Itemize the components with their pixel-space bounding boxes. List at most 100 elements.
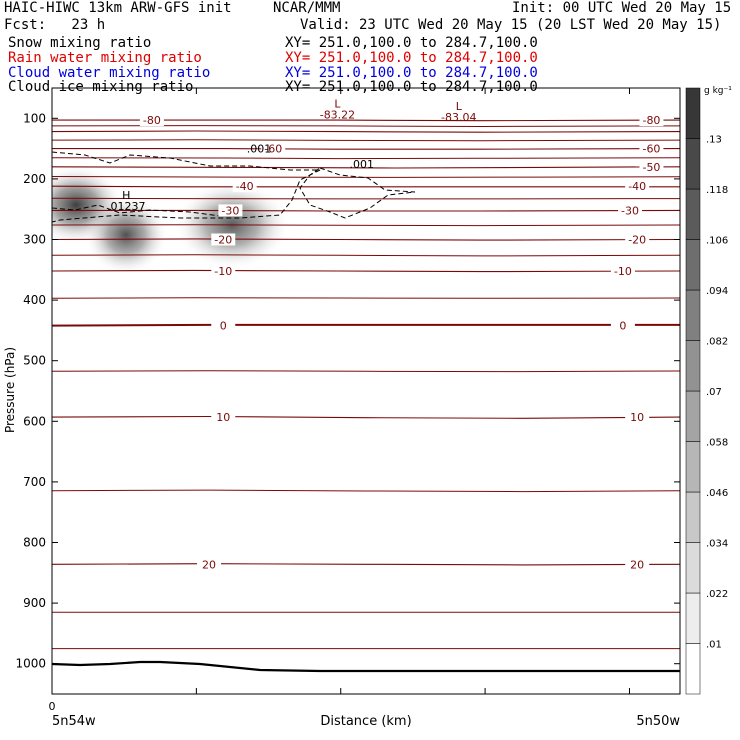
- contour-label-bg: [639, 114, 664, 127]
- contour-label-bg: [197, 558, 221, 571]
- y-tick-label: 200: [23, 172, 46, 186]
- contour-label-bg: [211, 265, 236, 278]
- contour-label: -60: [264, 143, 282, 156]
- field-xy-rain: XY= 251.0,100.0 to 284.7,100.0: [285, 50, 538, 66]
- x-end-label-left: 5n54w: [52, 714, 96, 729]
- contour-label: -30: [621, 204, 639, 217]
- isotherm--10: [52, 269, 680, 273]
- y-tick-label: 800: [23, 536, 46, 550]
- y-tick-label: 1000: [15, 657, 46, 671]
- field-xy-cloud-water: XY= 251.0,100.0 to 284.7,100.0: [285, 65, 538, 81]
- contour-label-bg: [261, 142, 286, 155]
- y-tick-label: 400: [23, 293, 46, 307]
- y-tick-label: 600: [23, 414, 46, 428]
- isotherm-minor: [52, 224, 680, 227]
- colorbar-segment: [685, 138, 701, 190]
- contour-label-bg: [211, 319, 236, 332]
- colorbar-segment: [685, 542, 701, 594]
- contour-label-bg: [610, 319, 635, 332]
- colorbar-segment: [685, 441, 701, 493]
- extremum-mark: L: [334, 97, 341, 110]
- colorbar-segment: [685, 188, 701, 240]
- ice-contour-inner: [51, 204, 221, 217]
- cloud-ice-contour: [51, 151, 321, 223]
- contour-label: -80: [642, 114, 660, 127]
- plot-frame: [51, 87, 681, 695]
- x-end-label-right: 5n50w: [636, 714, 680, 729]
- header-init-time: Init: 00 UTC Wed 20 May 15: [512, 0, 732, 16]
- contour-label-bg: [211, 233, 236, 246]
- field-xy-snow: XY= 251.0,100.0 to 284.7,100.0: [285, 35, 538, 51]
- contour-label-bg: [618, 204, 643, 217]
- contour-label: -40: [236, 180, 254, 193]
- contour-label-bg: [625, 558, 650, 571]
- colorbar-label: .01: [706, 640, 722, 651]
- colorbar-label: .046: [706, 488, 728, 499]
- contour-label: -60: [642, 143, 660, 156]
- isotherm-minor: [52, 370, 680, 373]
- isotherm-minor: [52, 489, 680, 493]
- isotherm-10: [52, 415, 680, 419]
- x-tick-label: 0: [49, 700, 56, 713]
- header-institution: NCAR/MMM: [273, 0, 341, 16]
- extremum-mark: H: [122, 189, 130, 202]
- isotherm-minor: [52, 254, 680, 257]
- contour-label: -20: [628, 234, 646, 247]
- colorbar-label: .082: [706, 337, 728, 348]
- contour-label: 0: [220, 320, 227, 333]
- extremum-value: .01237: [107, 200, 146, 213]
- contour-label: -10: [214, 265, 232, 278]
- contour-label: 20: [202, 558, 216, 571]
- colorbar-segment: [685, 87, 701, 139]
- temperature-contours: [52, 119, 680, 566]
- contour-label: 10: [630, 411, 644, 424]
- contour-label: -80: [143, 114, 161, 127]
- isotherm-0: [52, 323, 680, 327]
- isotherm-minor: [52, 157, 680, 160]
- colorbar-unit: g kg⁻¹: [704, 86, 732, 96]
- colorbar-label: .07: [706, 387, 722, 398]
- colorbar-segment: [685, 643, 701, 695]
- unlabeled-isotherms: [52, 125, 680, 650]
- contour-label: -50: [642, 161, 660, 174]
- isotherm-minor: [52, 297, 680, 299]
- colorbar-label: .058: [706, 438, 728, 449]
- mixing-ratio-label: .001: [349, 158, 374, 171]
- contour-label-bg: [232, 180, 257, 193]
- extremum-mark: L: [456, 100, 463, 113]
- colorbar-label: .118: [706, 185, 728, 196]
- contour-label: 20: [630, 558, 644, 571]
- colorbar-label: .106: [706, 236, 728, 247]
- colorbar-label: .034: [706, 539, 728, 550]
- contour-label: -10: [614, 265, 632, 278]
- colorbar-segment: [685, 239, 701, 291]
- field-name-snow: Snow mixing ratio: [8, 35, 152, 51]
- contour-label-bg: [610, 265, 635, 278]
- header-valid-time: Valid: 23 UTC Wed 20 May 15 (20 LST Wed …: [300, 17, 722, 33]
- y-tick-label: 500: [23, 354, 46, 368]
- cloud-water-contour: [299, 167, 416, 219]
- isotherm--60: [52, 148, 680, 150]
- isotherm--40: [52, 185, 680, 188]
- colorbar-segment: [685, 592, 701, 644]
- x-axis-title: Distance (km): [320, 714, 411, 729]
- colorbar-segment: [685, 390, 701, 442]
- y-tick-label: 100: [23, 111, 46, 125]
- colorbar-segment: [685, 491, 701, 543]
- isotherm--50: [52, 166, 680, 169]
- contour-label-bg: [218, 204, 243, 217]
- contour-label-bg: [625, 233, 650, 246]
- contour-label-bg: [139, 114, 164, 127]
- y-tick-label: 300: [23, 233, 46, 247]
- y-tick-label: 900: [23, 596, 46, 610]
- contour-label-bg: [639, 160, 664, 173]
- isotherm-minor: [52, 197, 680, 200]
- field-name-cloud-ice: Cloud ice mixing ratio: [8, 79, 194, 95]
- contour-label-bg: [625, 411, 650, 424]
- isotherm--20: [52, 238, 680, 241]
- contour-label: -30: [221, 204, 239, 217]
- colorbar-segment: [685, 289, 701, 341]
- contour-label-bg: [211, 411, 236, 424]
